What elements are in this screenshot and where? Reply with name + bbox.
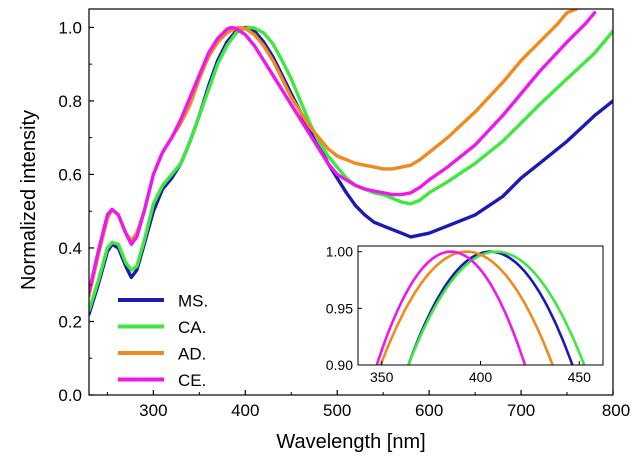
legend-label-ce: CE. bbox=[178, 371, 206, 390]
series-line-ce bbox=[89, 11, 597, 294]
main-series-layer bbox=[89, 9, 613, 316]
inset-x-tick-label: 350 bbox=[370, 369, 394, 385]
inset-series-layer bbox=[375, 250, 586, 365]
legend-label-ca: CA. bbox=[178, 318, 206, 337]
inset-x-tick-label: 450 bbox=[568, 369, 592, 385]
inset-y-tick-label: 0.95 bbox=[326, 300, 353, 316]
inset-series-line-ce bbox=[375, 250, 527, 365]
series-line-ca bbox=[89, 25, 613, 313]
x-axis-label: Wavelength [nm] bbox=[276, 431, 425, 453]
x-tick-label: 400 bbox=[231, 401, 259, 420]
inset-y-tick-label: 0.90 bbox=[326, 357, 353, 373]
main-plot-frame bbox=[88, 8, 614, 396]
inset-y-tick-label: 1.00 bbox=[326, 244, 353, 260]
legend-label-ad: AD. bbox=[178, 345, 206, 364]
inset-x-tick-label: 400 bbox=[469, 369, 493, 385]
x-tick-label: 800 bbox=[602, 401, 630, 420]
inset-series-line-ad bbox=[379, 250, 554, 365]
y-tick-label: 0.2 bbox=[58, 312, 82, 331]
y-tick-label: 0.0 bbox=[58, 386, 82, 405]
y-axis-label: Normalized intensity bbox=[18, 110, 40, 290]
y-tick-label: 0.6 bbox=[58, 165, 82, 184]
x-tick-label: 300 bbox=[139, 401, 167, 420]
y-tick-label: 0.4 bbox=[58, 239, 82, 258]
y-tick-label: 0.8 bbox=[58, 92, 82, 111]
inset-ticks-layer: 350 400 450 0.90 0.95 1.00 bbox=[326, 244, 591, 385]
main-ticks-layer: 300 400 500 600 700 800 0.0 0.2 0.4 0.6 0.8 1.0 bbox=[58, 18, 630, 420]
legend: MS. CA. AD. CE. bbox=[118, 292, 208, 390]
x-tick-label: 600 bbox=[415, 401, 443, 420]
x-tick-label: 500 bbox=[323, 401, 351, 420]
y-tick-label: 1.0 bbox=[58, 18, 82, 37]
legend-label-ms: MS. bbox=[178, 292, 208, 311]
x-tick-label: 700 bbox=[507, 401, 535, 420]
inset-series-line-ca bbox=[407, 250, 586, 365]
